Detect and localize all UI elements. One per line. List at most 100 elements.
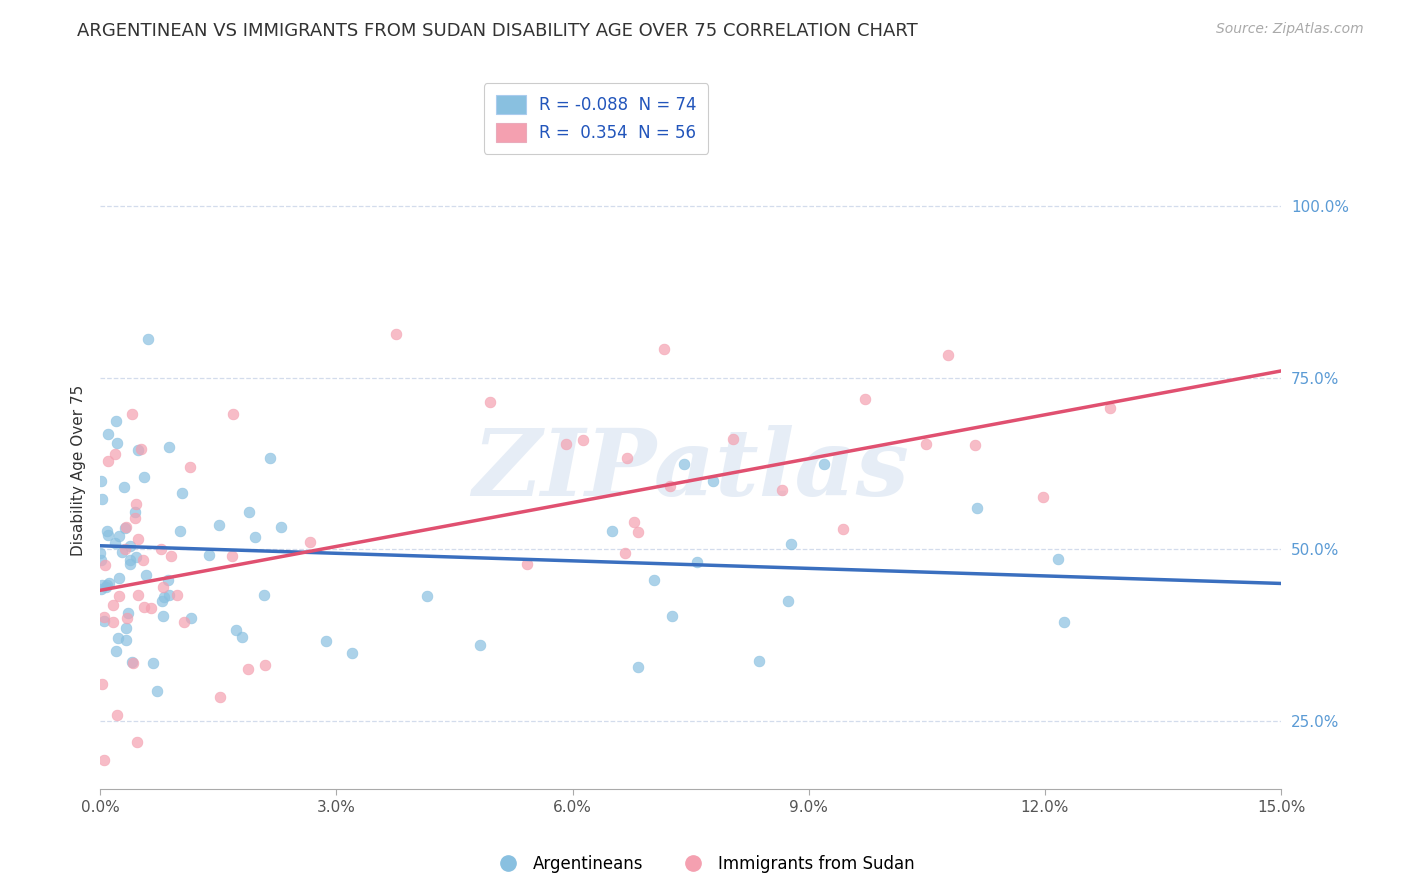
Point xyxy=(114,521,136,535)
Point xyxy=(779,537,801,551)
Point xyxy=(299,535,322,549)
Point xyxy=(748,654,770,668)
Point xyxy=(90,676,112,690)
Point xyxy=(152,609,174,624)
Point xyxy=(118,539,141,553)
Point xyxy=(661,609,683,624)
Point xyxy=(180,611,202,625)
Point xyxy=(142,657,165,671)
Point xyxy=(702,474,724,488)
Point xyxy=(103,535,125,549)
Point xyxy=(121,656,143,670)
Point xyxy=(122,657,145,671)
Point xyxy=(571,434,593,448)
Point xyxy=(146,684,169,698)
Point xyxy=(652,343,675,357)
Point xyxy=(90,577,112,591)
Point xyxy=(89,546,111,560)
Point xyxy=(936,348,959,362)
Point xyxy=(1032,491,1054,505)
Text: ARGENTINEAN VS IMMIGRANTS FROM SUDAN DISABILITY AGE OVER 75 CORRELATION CHART: ARGENTINEAN VS IMMIGRANTS FROM SUDAN DIS… xyxy=(77,22,918,40)
Point xyxy=(270,520,292,534)
Point xyxy=(179,460,201,475)
Point xyxy=(129,442,152,456)
Point xyxy=(132,553,155,567)
Point xyxy=(172,486,194,500)
Point xyxy=(105,708,128,723)
Point xyxy=(963,438,986,452)
Point xyxy=(259,450,281,465)
Point xyxy=(659,478,682,492)
Point xyxy=(125,497,148,511)
Point xyxy=(103,615,125,629)
Legend: Argentineans, Immigrants from Sudan: Argentineans, Immigrants from Sudan xyxy=(485,848,921,880)
Point xyxy=(96,524,118,538)
Point xyxy=(139,600,162,615)
Point xyxy=(236,662,259,676)
Point xyxy=(150,542,173,557)
Point xyxy=(90,582,112,596)
Point xyxy=(643,574,665,588)
Point xyxy=(90,552,112,566)
Text: Source: ZipAtlas.com: Source: ZipAtlas.com xyxy=(1216,22,1364,37)
Point xyxy=(107,631,129,645)
Point xyxy=(93,615,115,629)
Text: ZIPatlas: ZIPatlas xyxy=(472,425,910,516)
Point xyxy=(208,690,231,704)
Point xyxy=(626,659,648,673)
Point xyxy=(103,447,125,461)
Point xyxy=(105,436,128,450)
Point xyxy=(105,414,128,428)
Point xyxy=(254,657,277,672)
Point xyxy=(416,590,439,604)
Point xyxy=(672,457,695,471)
Point xyxy=(853,392,876,407)
Point xyxy=(108,529,131,543)
Point xyxy=(121,407,143,421)
Point xyxy=(173,615,195,629)
Point xyxy=(115,622,138,636)
Point xyxy=(315,634,337,648)
Point xyxy=(97,426,120,441)
Point xyxy=(613,546,636,560)
Point xyxy=(97,453,120,467)
Point xyxy=(132,600,155,615)
Point xyxy=(721,433,744,447)
Point xyxy=(627,525,650,540)
Point xyxy=(831,523,853,537)
Point xyxy=(93,558,115,573)
Point xyxy=(221,407,243,421)
Point xyxy=(117,606,139,620)
Point xyxy=(157,573,180,587)
Point xyxy=(127,735,149,749)
Point xyxy=(225,623,247,637)
Point xyxy=(166,588,188,602)
Point xyxy=(516,557,538,571)
Y-axis label: Disability Age Over 75: Disability Age Over 75 xyxy=(72,384,86,556)
Point xyxy=(101,598,124,612)
Point xyxy=(600,524,623,538)
Point xyxy=(1046,552,1069,566)
Point xyxy=(152,594,174,608)
Point xyxy=(157,440,180,454)
Point xyxy=(915,436,938,450)
Point xyxy=(114,520,136,534)
Point xyxy=(152,580,174,594)
Point xyxy=(616,450,638,465)
Point xyxy=(135,567,157,582)
Point xyxy=(94,580,117,594)
Point xyxy=(160,549,183,563)
Point xyxy=(115,611,138,625)
Point xyxy=(770,483,793,498)
Point xyxy=(108,589,131,603)
Point xyxy=(238,505,260,519)
Point xyxy=(124,511,146,525)
Point xyxy=(813,458,835,472)
Point xyxy=(93,752,115,766)
Point xyxy=(127,588,149,602)
Point xyxy=(118,557,141,571)
Point xyxy=(208,518,231,533)
Point xyxy=(124,505,146,519)
Point xyxy=(90,474,112,488)
Point xyxy=(385,326,408,341)
